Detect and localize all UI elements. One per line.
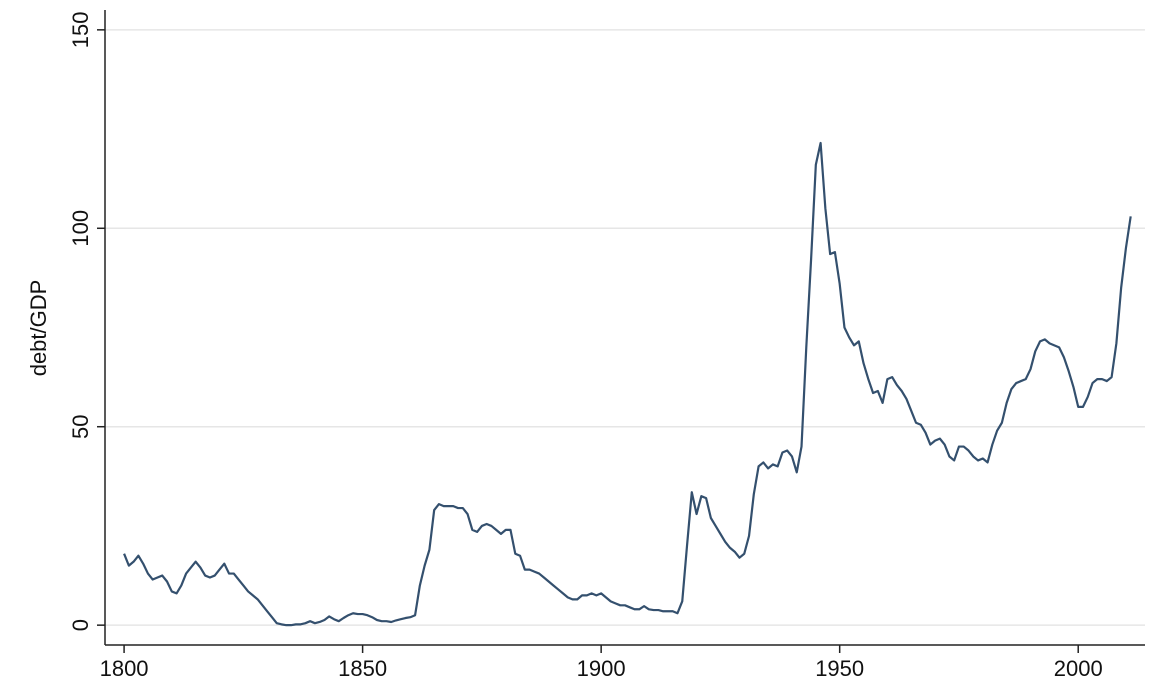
line-series [123, 141, 1132, 627]
x-tick-label: 2000 [1054, 656, 1103, 681]
x-tick-label: 1950 [815, 656, 864, 681]
y-tick-label: 50 [68, 414, 93, 438]
y-tick-label: 0 [68, 619, 93, 631]
x-tick-label: 1850 [338, 656, 387, 681]
x-tick-label: 1900 [577, 656, 626, 681]
y-tick-label: 100 [68, 210, 93, 247]
y-tick-label: 150 [68, 11, 93, 48]
y-axis-label: debt/GDP [26, 280, 51, 377]
x-tick-label: 1800 [100, 656, 149, 681]
